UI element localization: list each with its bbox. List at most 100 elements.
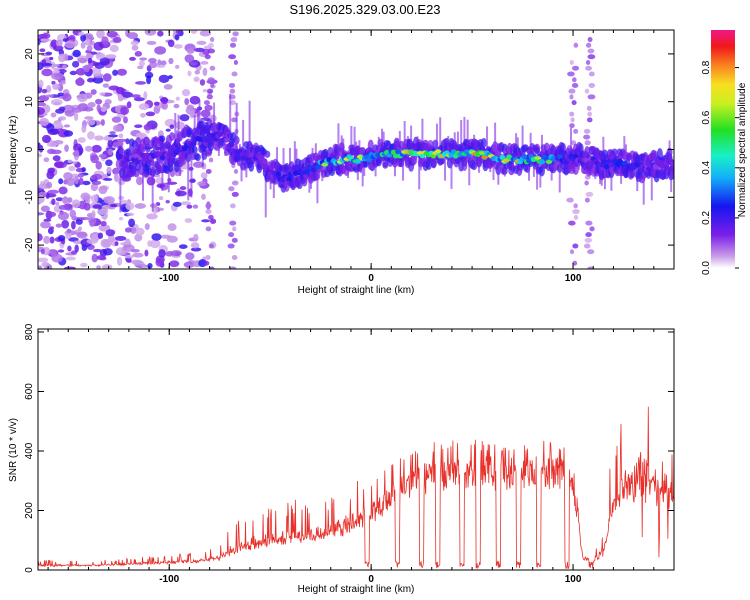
noise-blob	[121, 176, 132, 182]
snr-axes: -100 0 100 0 200 400 600 800	[24, 323, 675, 585]
noise-blob	[57, 234, 66, 242]
noise-blob	[91, 173, 103, 180]
noise-blob	[81, 167, 86, 173]
artifact-blob	[231, 191, 239, 197]
artifact-blob	[587, 48, 595, 54]
noise-blob	[57, 69, 67, 74]
noise-blob	[200, 60, 209, 65]
ridge-halo	[159, 135, 166, 143]
noise-blob	[66, 177, 75, 187]
artifact-blob	[573, 42, 579, 48]
ridge-core	[173, 150, 179, 156]
noise-blob	[85, 145, 93, 152]
noise-blob	[63, 124, 71, 128]
noise-blob	[135, 176, 144, 186]
noise-blob	[199, 79, 206, 86]
ridge-core	[572, 153, 579, 159]
noise-blob	[163, 84, 173, 90]
artifact-blob	[584, 88, 590, 94]
artifact-blob	[208, 42, 214, 48]
noise-blob	[105, 159, 113, 167]
noise-blob	[146, 75, 152, 85]
noise-blob	[120, 199, 128, 205]
ridge-halo	[382, 161, 389, 169]
noise-blob	[51, 71, 63, 81]
noise-blob	[116, 256, 123, 266]
noise-blob	[91, 144, 102, 153]
noise-blob	[111, 116, 122, 123]
noise-blob	[47, 167, 56, 174]
noise-blob	[77, 226, 82, 231]
noise-blob	[91, 194, 99, 204]
noise-blob	[88, 216, 97, 225]
artifact-blob	[572, 65, 580, 71]
noise-blob	[101, 264, 113, 269]
artifact-blob	[230, 37, 238, 43]
artifact-blob	[203, 100, 211, 106]
noise-blob	[77, 137, 86, 143]
noise-blob	[140, 112, 146, 118]
noise-blob	[156, 64, 166, 68]
noise-blob	[86, 119, 96, 126]
noise-blob	[98, 224, 111, 232]
artifact-blob	[587, 37, 593, 43]
noise-blob	[166, 235, 178, 243]
noise-blob	[167, 39, 175, 48]
noise-blob	[39, 48, 46, 53]
noise-blob	[160, 60, 167, 66]
noise-blob	[120, 106, 130, 115]
snr-x-label: Height of straight line (km)	[298, 584, 415, 595]
noise-blob	[158, 74, 170, 83]
colorbar-tick-label: 0.2	[701, 211, 712, 225]
noise-blob	[95, 161, 102, 170]
noise-blob	[103, 196, 115, 204]
noise-blob	[134, 203, 146, 209]
noise-blob	[90, 154, 99, 164]
noise-blob	[175, 96, 180, 101]
noise-blob	[117, 94, 124, 102]
y-tick-label: -20	[24, 237, 35, 252]
ridge-core	[670, 161, 674, 167]
noise-blob	[96, 30, 105, 39]
noise-blob	[55, 39, 63, 48]
colorbar-gradient	[711, 30, 735, 268]
noise-blob	[134, 124, 143, 129]
noise-blob	[200, 109, 211, 118]
noise-blob	[96, 255, 107, 261]
artifact-blob	[569, 249, 575, 255]
noise-blob	[39, 118, 50, 126]
noise-blob	[156, 183, 165, 189]
ridge-core	[217, 131, 224, 137]
y-tick-label: 0	[24, 146, 35, 152]
x-tick-label: -100	[159, 574, 179, 585]
noise-blob	[96, 104, 101, 113]
noise-blob	[151, 233, 162, 241]
noise-blob	[68, 165, 76, 172]
noise-blob	[55, 201, 60, 206]
noise-blob	[175, 30, 182, 34]
artifact-blob	[209, 266, 215, 269]
noise-blob	[148, 57, 157, 64]
noise-blob	[38, 257, 49, 263]
noise-blob	[90, 51, 98, 55]
noise-blob	[196, 40, 207, 45]
noise-blob	[109, 203, 118, 208]
noise-blob	[51, 198, 56, 206]
ridge-core	[261, 158, 268, 164]
noise-blob	[130, 248, 140, 253]
artifact-blob	[585, 60, 591, 66]
noise-blob	[199, 30, 212, 37]
noise-blob	[57, 249, 65, 253]
ridge-core	[142, 156, 148, 162]
noise-blob	[169, 260, 180, 268]
noise-blob	[64, 144, 69, 152]
artifact-blob	[568, 220, 576, 226]
artifact-blob	[229, 266, 237, 269]
noise-blob	[146, 176, 156, 186]
noise-blob	[50, 149, 62, 155]
artifact-blob	[205, 203, 212, 209]
noise-blob	[124, 227, 132, 233]
artifact-blob	[587, 111, 592, 117]
noise-blob	[67, 197, 73, 203]
noise-blob	[80, 192, 91, 201]
